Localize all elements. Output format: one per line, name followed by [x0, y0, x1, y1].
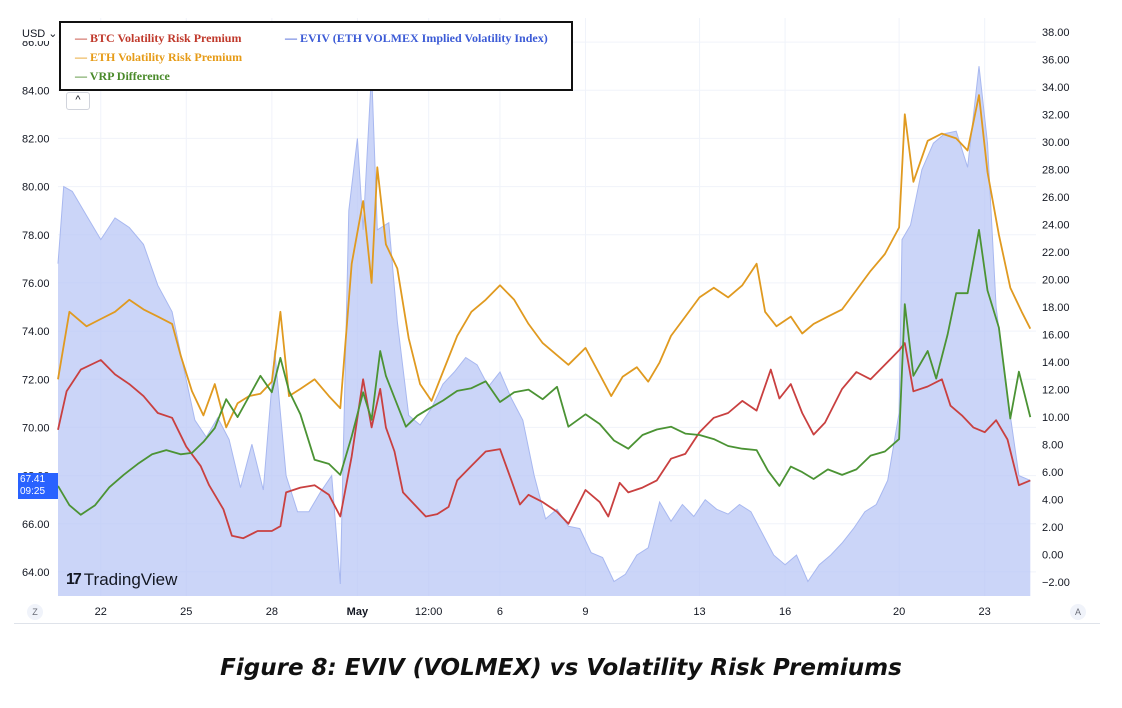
x-axis-tick-label: 23 [979, 606, 991, 618]
left-axis-tick-label: 74.00 [22, 326, 50, 338]
x-axis-tick-label: 6 [497, 606, 503, 618]
right-axis-tick-label: 34.00 [1042, 82, 1070, 94]
series-vrp-difference-line [57, 228, 1032, 516]
right-axis-tick-label: 8.00 [1042, 440, 1063, 452]
right-axis-tick-label: 26.00 [1042, 192, 1070, 204]
x-axis-tick-label: 9 [582, 606, 588, 618]
right-axis-tick-label: 36.00 [1042, 54, 1070, 66]
x-axis-tick-label: 12:00 [415, 606, 443, 618]
collapse-legend-button[interactable]: ^ [66, 92, 90, 110]
x-axis-tick-label: May [347, 606, 369, 618]
chart-area[interactable]: 64.00 66.00 6 8.00 70.00 72.00 74.00 76.00 78.00… [14, 18, 1100, 624]
legend-vrp-difference: — VRP Difference [75, 69, 170, 83]
right-axis-tick-label: 10.00 [1042, 412, 1070, 424]
right-axis-tick-label: 2.00 [1042, 522, 1063, 534]
right-axis-tick-label: 24.00 [1042, 219, 1070, 231]
legend-box: — BTC Volatility Risk Premium — EVIV (ET… [59, 21, 573, 91]
timezone-left-button[interactable]: Z [27, 604, 43, 620]
x-axis-tick-label: 13 [693, 606, 705, 618]
right-axis-tick-label: −2.00 [1042, 577, 1070, 589]
right-axis-tick-label: 20.00 [1042, 274, 1070, 286]
right-axis-tick-label: 30.00 [1042, 137, 1070, 149]
chevron-up-icon: ^ [75, 94, 81, 106]
right-axis-tick-label: 32.00 [1042, 109, 1070, 121]
figure-caption: Figure 8: EVIV (VOLMEX) vs Volatility Ri… [220, 655, 902, 681]
series-btc-vrp-line [57, 342, 1031, 540]
right-axis-tick-label: 4.00 [1042, 495, 1063, 507]
series-eth-vrp-line [57, 94, 1032, 429]
left-axis-tick-label: 72.00 [22, 374, 50, 386]
price-tag: 67.41 09:25 [18, 473, 58, 499]
left-axis-tick-label: 64.00 [22, 567, 50, 579]
right-axis-tick-label: 38.00 [1042, 27, 1070, 39]
right-axis-tick-label: 0.00 [1042, 550, 1063, 562]
series-eviv-line [57, 66, 1031, 585]
right-axis-tick-label: 28.00 [1042, 164, 1070, 176]
price-tag-value: 67.41 [20, 474, 46, 485]
series-eviv-area [58, 66, 1031, 596]
legend-btc-vrp: — BTC Volatility Risk Premium [75, 31, 242, 45]
tradingview-logo[interactable]: 17 TradingView [66, 570, 177, 590]
tradingview-logo-text: TradingView [83, 570, 178, 589]
left-axis-tick-label: 82.00 [22, 133, 50, 145]
x-axis-tick-label: 25 [180, 606, 192, 618]
left-axis-tick-label: 84.00 [22, 85, 50, 97]
right-axis-tick-label: 18.00 [1042, 302, 1070, 314]
auto-scale-button[interactable]: A [1070, 604, 1086, 620]
right-axis-tick-label: 22.00 [1042, 247, 1070, 259]
left-axis-tick-label: 78.00 [22, 230, 50, 242]
x-axis-tick-label: 28 [266, 606, 278, 618]
left-axis-tick-label: 66.00 [22, 519, 50, 531]
chart-svg[interactable]: 64.00 66.00 6 8.00 70.00 72.00 74.00 76.00 78.00… [14, 18, 1100, 623]
left-axis-tick-label: 70.00 [22, 422, 50, 434]
right-axis-tick-label: 14.00 [1042, 357, 1070, 369]
x-axis-tick-label: 22 [95, 606, 107, 618]
currency-select[interactable]: USD ⌄ [18, 26, 62, 41]
left-axis-tick-label: 76.00 [22, 278, 50, 290]
legend-eth-vrp: — ETH Volatility Risk Premium [75, 50, 243, 64]
left-axis-tick-label: 80.00 [22, 182, 50, 194]
right-axis-tick-label: 6.00 [1042, 467, 1063, 479]
x-axis-tick-label: 20 [893, 606, 905, 618]
price-tag-time: 09:25 [20, 486, 46, 497]
x-axis-tick-label: 16 [779, 606, 791, 618]
legend-eviv: — EVIV (ETH VOLMEX Implied Volatility In… [285, 31, 548, 45]
right-axis-tick-label: 16.00 [1042, 330, 1070, 342]
tradingview-logo-icon: 17 [66, 571, 82, 588]
right-axis-tick-label: 12.00 [1042, 385, 1070, 397]
